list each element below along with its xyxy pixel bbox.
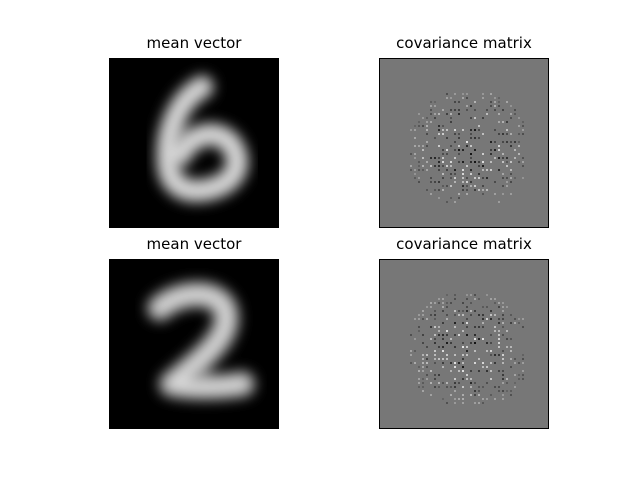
panel-title: mean vector bbox=[146, 34, 242, 52]
cov-top-svg bbox=[380, 59, 548, 227]
mean-two-svg bbox=[110, 260, 278, 428]
panel-title: mean vector bbox=[146, 235, 242, 253]
covariance-image-top bbox=[379, 58, 549, 228]
mean-image-two bbox=[109, 259, 279, 429]
panel-title: covariance matrix bbox=[396, 34, 532, 52]
mean-image-six bbox=[109, 58, 279, 228]
covariance-image-bottom bbox=[379, 259, 549, 429]
mean-six-svg bbox=[110, 59, 278, 227]
panel-title: covariance matrix bbox=[396, 235, 532, 253]
cov-bottom-svg bbox=[380, 260, 548, 428]
